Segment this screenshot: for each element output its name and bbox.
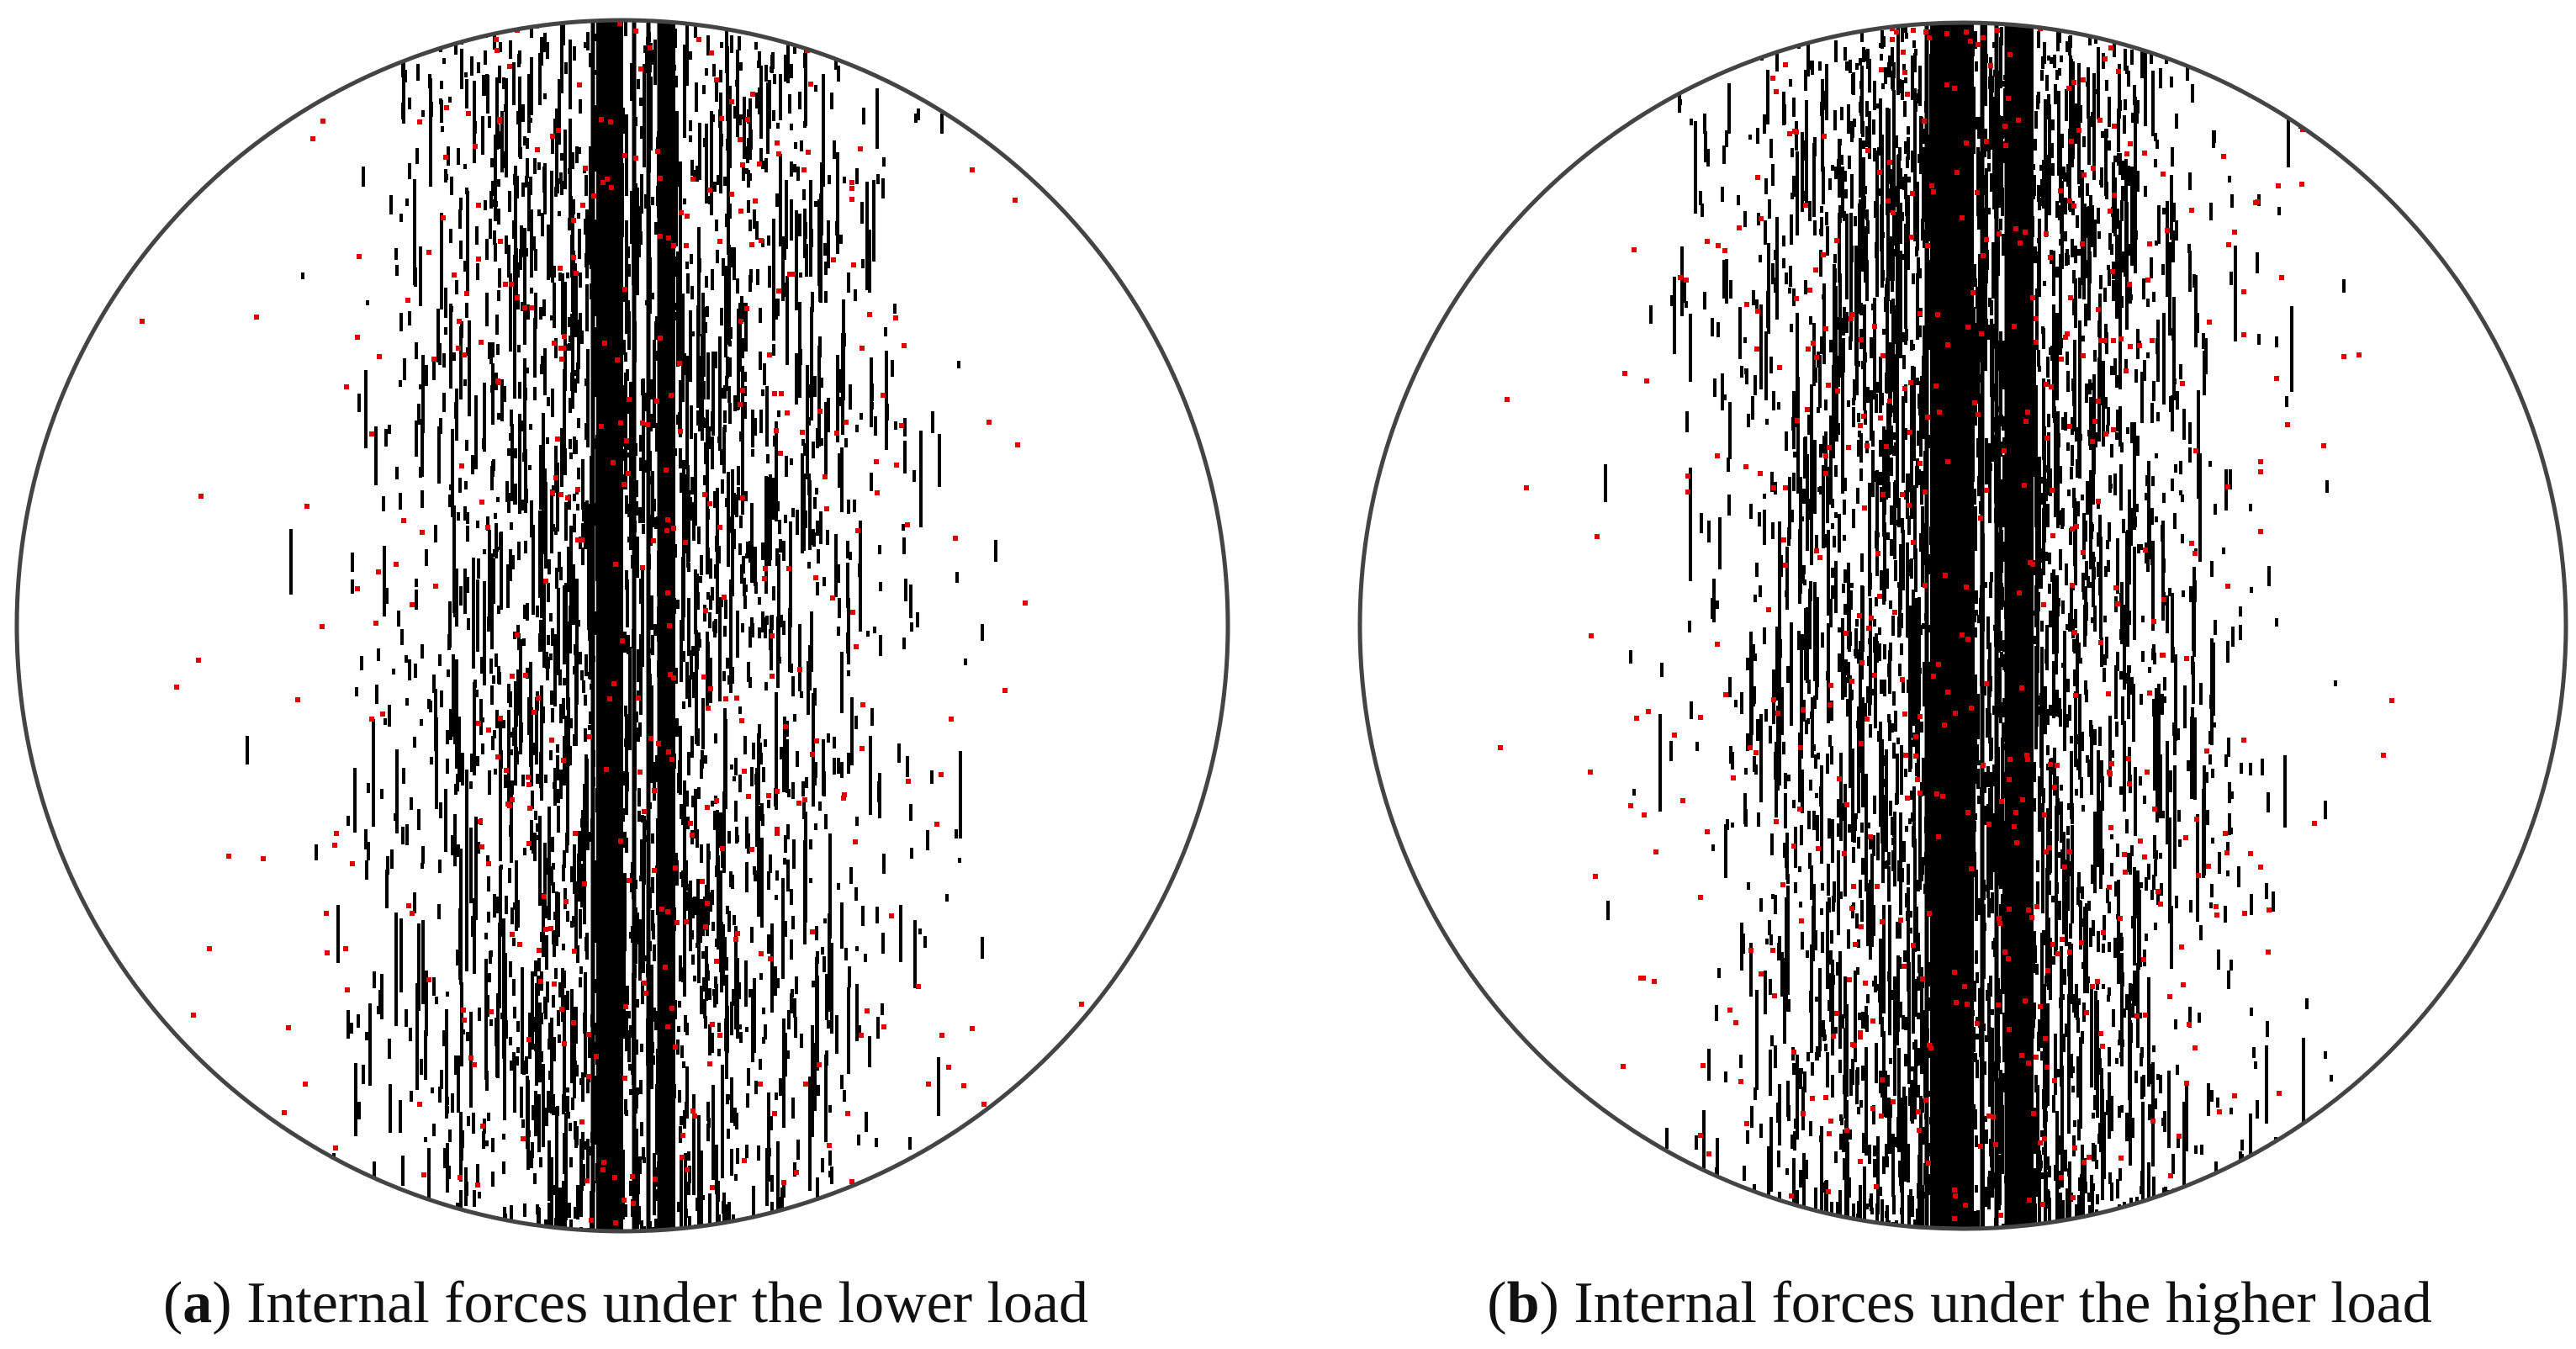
caption-a: (a) Internal forces under the lower load <box>163 1270 1088 1337</box>
force-network <box>140 20 1156 1231</box>
panel-label: b <box>1506 1271 1540 1336</box>
strong-column <box>596 20 623 1231</box>
tension-contacts <box>140 20 1156 1231</box>
boundary <box>14 18 1230 1234</box>
panel-label: a <box>182 1271 213 1336</box>
caption-b: (b) Internal forces under the higher loa… <box>1487 1270 2431 1337</box>
paren: ( <box>162 1271 183 1336</box>
strong-column <box>2008 23 2034 1229</box>
boundary <box>1357 20 2568 1231</box>
figure <box>14 18 2568 1234</box>
strong-column <box>1930 23 1974 1229</box>
caption-text: ) Internal forces under the lower load <box>212 1271 1089 1336</box>
paren: ( <box>1487 1271 1507 1336</box>
caption-text: ) Internal forces under the higher load <box>1539 1271 2432 1336</box>
force-network <box>1498 23 2401 1229</box>
